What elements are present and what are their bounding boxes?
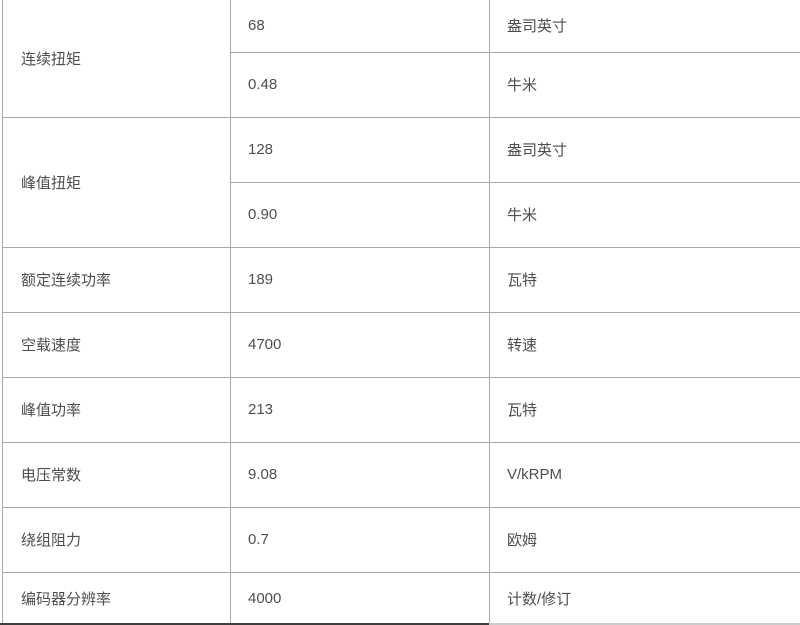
spec-value-cell: 4700 bbox=[230, 312, 490, 378]
spec-value-cell: 0.48 bbox=[230, 52, 490, 118]
spec-unit-cell: 计数/修订 bbox=[489, 572, 800, 625]
spec-value-cell: 4000 bbox=[230, 572, 490, 625]
spec-unit-cell: V/kRPM bbox=[489, 442, 800, 508]
spec-unit-cell: 牛米 bbox=[489, 182, 800, 248]
table-row: 空载速度 4700 转速 bbox=[2, 312, 800, 378]
table-row: 额定连续功率 189 瓦特 bbox=[2, 247, 800, 313]
table-row: 0.90 牛米 bbox=[3, 182, 800, 248]
spec-unit-cell: 欧姆 bbox=[489, 507, 800, 573]
table-row: 绕组阻力 0.7 欧姆 bbox=[2, 507, 800, 573]
spec-unit-cell: 盎司英寸 bbox=[489, 0, 800, 53]
spec-label-cell: 额定连续功率 bbox=[2, 247, 231, 313]
spec-unit-cell: 牛米 bbox=[489, 52, 800, 118]
spec-label-cell: 空载速度 bbox=[2, 312, 231, 378]
spec-value-cell: 9.08 bbox=[230, 442, 490, 508]
table-row: 编码器分辨率 4000 计数/修订 bbox=[3, 572, 800, 625]
table-bottom-edge-dark bbox=[0, 623, 489, 625]
spec-unit-cell: 瓦特 bbox=[489, 377, 800, 443]
spec-value-cell: 213 bbox=[230, 377, 490, 443]
table-row: 连续扭矩 68 盎司英寸 bbox=[2, 0, 800, 118]
spec-value-cell: 189 bbox=[230, 247, 490, 313]
table-row: 峰值功率 213 瓦特 bbox=[2, 377, 800, 443]
table-row: 峰值扭矩 128 盎司英寸 bbox=[2, 117, 800, 248]
spec-unit-cell: 瓦特 bbox=[489, 247, 800, 313]
spec-unit-cell: 转速 bbox=[489, 312, 800, 378]
table-bottom-edge-light bbox=[489, 623, 800, 625]
spec-label-cell: 电压常数 bbox=[2, 442, 231, 508]
spec-value-cell: 68 bbox=[230, 0, 490, 53]
spec-value-cell: 0.90 bbox=[230, 182, 490, 248]
spec-label-cell: 峰值扭矩 bbox=[2, 117, 231, 248]
table-row: 0.48 牛米 bbox=[3, 52, 800, 118]
spec-value-cell: 0.7 bbox=[230, 507, 490, 573]
spec-label-cell: 峰值功率 bbox=[2, 377, 231, 443]
spec-value-cell: 128 bbox=[230, 117, 490, 183]
spec-unit-cell: 盎司英寸 bbox=[489, 117, 800, 183]
spec-label-cell: 绕组阻力 bbox=[2, 507, 231, 573]
table-row: 电压常数 9.08 V/kRPM bbox=[2, 442, 800, 508]
spec-label-cell: 编码器分辨率 bbox=[21, 591, 112, 609]
spec-label-cell: 连续扭矩 bbox=[2, 0, 231, 118]
